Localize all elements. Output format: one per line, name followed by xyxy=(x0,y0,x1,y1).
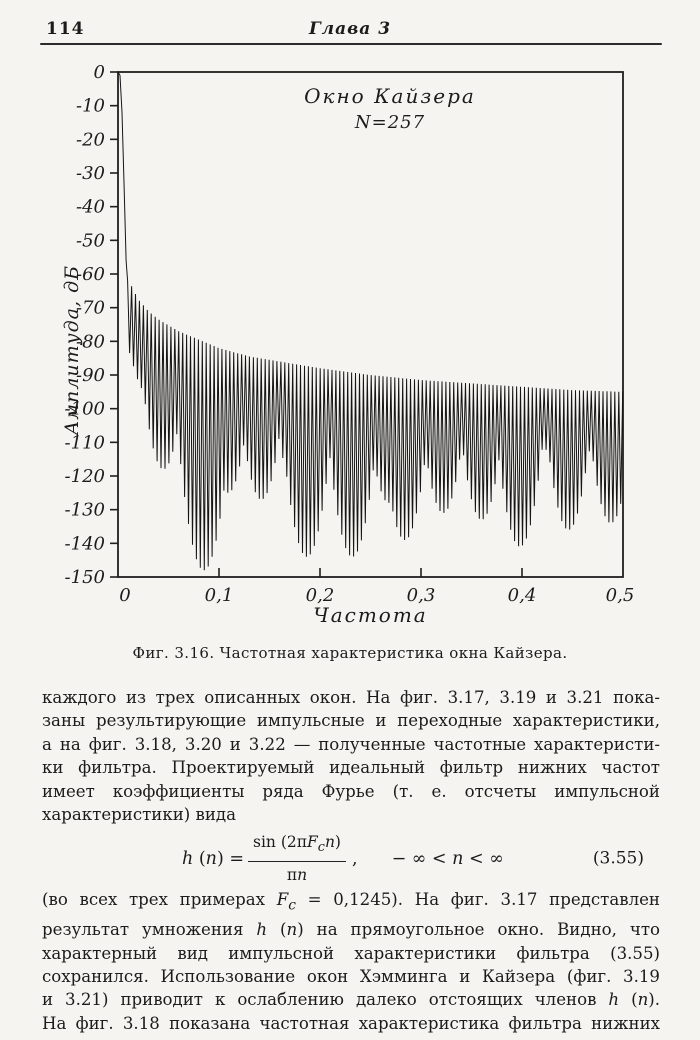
y-tick-label: -110 xyxy=(65,432,105,453)
y-tick-label: -20 xyxy=(76,129,105,150)
chart-annotation-title: Окно Кайзера xyxy=(304,84,476,108)
y-tick-label: -60 xyxy=(76,264,105,285)
x-tick-label: 0,2 xyxy=(306,585,335,606)
y-tick-label: -80 xyxy=(76,331,105,352)
equation-number: (3.55) xyxy=(592,848,644,869)
chart-annotation-n: N=257 xyxy=(354,112,426,133)
text-line: а на фиг. 3.18, 3.20 и 3.22 — полученные… xyxy=(42,734,660,754)
figure-caption: Фиг. 3.16. Частотная характеристика окна… xyxy=(132,644,568,662)
text-line: характеристики) вида xyxy=(42,805,237,825)
paragraph-1: каждого из трех описанных окон. На фиг. … xyxy=(42,686,660,826)
equation-lhs: h (n) = xyxy=(182,848,245,869)
y-tick-label: -120 xyxy=(65,466,105,487)
text-line: имеет коэффициенты ряда Фурье (т. е. отс… xyxy=(42,781,660,801)
x-tick-label: 0,4 xyxy=(508,585,537,606)
x-tick-label: 0,3 xyxy=(407,585,436,606)
equation-range: − ∞ < n < ∞ xyxy=(391,848,504,869)
figure-3-16: 0 -10 -20 -30 -40 -50 -60 -70 -80 -90 -100 -110 -120… xyxy=(0,60,700,640)
text-line: На фиг. 3.18 показана частотная характер… xyxy=(42,1013,660,1033)
chapter-title: Глава 3 xyxy=(308,19,392,39)
y-tick-label: -100 xyxy=(65,399,105,420)
text-line: сохранился. Использование окон Хэмминга … xyxy=(42,966,660,986)
paragraph-2: (во всех трех примерах Fc = 0,1245). На … xyxy=(42,888,660,1035)
x-axis-label: Частота xyxy=(313,603,428,627)
equation-numerator: sin (2πFcn) xyxy=(248,831,346,863)
equation-comma: , xyxy=(351,848,358,869)
text-line: ки фильтра. Проектируемый идеальный филь… xyxy=(42,758,660,778)
equation-3-55: h (n) = sin (2πFcn) πn , − ∞ < n < ∞ (3.… xyxy=(42,833,660,885)
y-axis-label: Амплитуда, дБ xyxy=(61,264,83,436)
y-tick-label: -70 xyxy=(76,298,105,319)
y-tick-label: -40 xyxy=(76,197,105,218)
y-tick-label: -30 xyxy=(76,163,105,184)
text-line: заны результирующие импульсные и переход… xyxy=(42,711,660,731)
y-tick-label: -50 xyxy=(76,230,105,251)
body-text: каждого из трех описанных окон. На фиг. … xyxy=(42,686,660,1035)
page-number: 114 xyxy=(46,19,85,39)
y-tick-label: -150 xyxy=(65,567,105,588)
equation-denominator: πn xyxy=(286,866,308,885)
y-tick-label: -90 xyxy=(76,365,105,386)
y-tick-label: -130 xyxy=(65,500,105,521)
header-rule xyxy=(40,43,662,46)
x-tick-label: 0 xyxy=(119,585,130,606)
kaiser-window-chart: 0 -10 -20 -30 -40 -50 -60 -70 -80 -90 -100 -110 -120… xyxy=(65,62,635,606)
text-line: и 3.21) приводит к ослаблению далеко отс… xyxy=(42,990,660,1010)
equation-fraction: sin (2πFcn) πn xyxy=(248,831,346,888)
text-line: (во всех трех примерах Fc = 0,1245). На … xyxy=(42,890,660,914)
y-tick-label: -10 xyxy=(76,96,105,117)
y-tick-label: 0 xyxy=(94,62,105,83)
x-tick-label: 0,5 xyxy=(606,585,635,606)
text-line: характерный вид импульсной характеристик… xyxy=(42,943,660,963)
plot-frame xyxy=(117,71,624,578)
text-line: каждого из трех описанных окон. На фиг. … xyxy=(42,688,660,707)
text-line: результат умножения h (n) на прямоугольн… xyxy=(42,920,661,940)
y-tick-label: -140 xyxy=(65,533,105,554)
x-tick-label: 0,1 xyxy=(205,585,234,606)
frequency-response-curve xyxy=(117,71,624,571)
